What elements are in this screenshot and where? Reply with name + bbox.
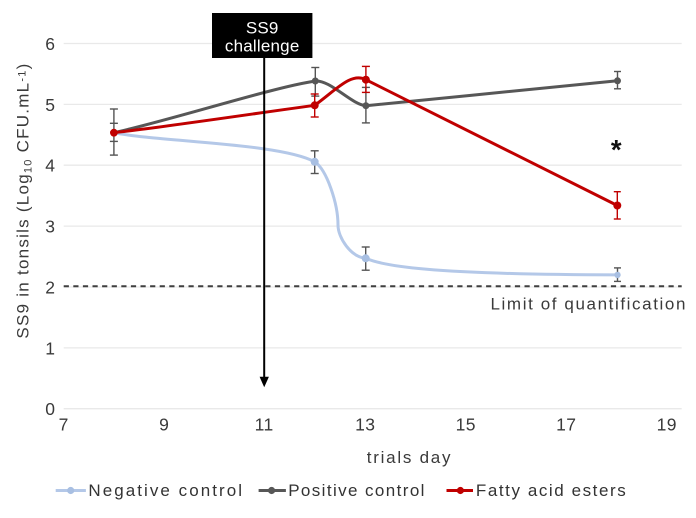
svg-text:9: 9 [159,414,169,434]
svg-text:3: 3 [45,217,55,237]
svg-text:SS9: SS9 [246,18,279,37]
svg-text:0: 0 [45,399,55,419]
svg-text:13: 13 [355,414,375,434]
svg-text:1: 1 [45,338,55,358]
svg-text:5: 5 [45,95,55,115]
svg-text:Fatty acid esters: Fatty acid esters [476,481,627,500]
svg-text:19: 19 [657,414,677,434]
svg-text:SS9 in tonsils (Log10 CFU.mL-1: SS9 in tonsils (Log10 CFU.mL-1) [13,62,34,338]
svg-text:challenge: challenge [225,36,300,55]
svg-text:Limit of quantification: Limit of quantification [491,295,688,314]
svg-text:4: 4 [45,156,55,176]
svg-text:trials day: trials day [367,448,453,467]
svg-text:Negative control: Negative control [88,481,244,500]
svg-text:Positive control: Positive control [288,481,426,500]
svg-text:17: 17 [556,414,576,434]
svg-text:6: 6 [45,34,55,54]
svg-text:2: 2 [45,277,55,297]
svg-text:*: * [611,134,622,165]
svg-text:15: 15 [456,414,476,434]
svg-text:11: 11 [255,414,274,434]
svg-text:7: 7 [59,414,69,434]
